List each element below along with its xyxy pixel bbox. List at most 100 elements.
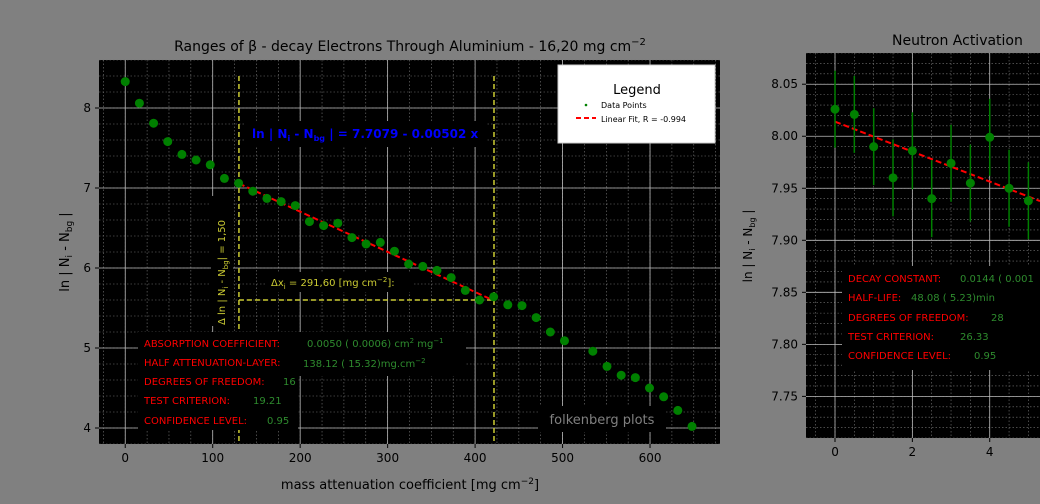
x-tick-label: 400: [464, 451, 487, 465]
data-point: [965, 178, 975, 188]
stat-value-half-layer: 138.12 ( 15.32)mg.cm−2: [303, 357, 426, 370]
data-point: [927, 194, 937, 204]
legend-title: Legend: [613, 83, 661, 98]
right-stat-label-halflife: HALF-LIFE:: [848, 293, 901, 304]
fit-equation-label: ln | Ni - Nbg | = 7.7079 - 0.00502 x: [252, 127, 478, 143]
y-tick-label: 7.75: [771, 389, 798, 403]
right-stat-value-test: 26.33: [960, 332, 989, 343]
right-plot-area: [806, 53, 1040, 438]
right-x-axis: 0 2 4: [831, 438, 994, 459]
y-tick-label: 7.80: [771, 337, 798, 351]
right-chart-title: Neutron Activation: [892, 33, 1023, 49]
data-point: [177, 149, 187, 159]
right-stat-label-decay: DECAY CONSTANT:: [848, 274, 941, 285]
data-point: [234, 178, 244, 188]
data-point: [205, 160, 215, 170]
data-point: [907, 146, 917, 156]
data-point: [219, 173, 229, 183]
data-point: [545, 327, 555, 337]
right-stat-label-test: TEST CRITERION:: [847, 332, 934, 343]
right-stats-bg: [842, 266, 1040, 370]
legend-entry-points: Data Points: [601, 101, 647, 110]
data-point: [673, 405, 683, 415]
watermark-bg: [538, 406, 666, 432]
left-x-axis-label: mass attenuation coefficient [mg cm−2]: [281, 477, 539, 493]
data-point: [588, 346, 598, 356]
data-point: [389, 246, 399, 256]
data-point: [432, 265, 442, 275]
data-point: [191, 155, 201, 165]
data-point: [645, 383, 655, 393]
data-point: [347, 233, 357, 243]
y-tick-label: 7.95: [771, 181, 798, 195]
data-point: [290, 201, 300, 211]
x-tick-label: 200: [289, 451, 312, 465]
data-point: [830, 104, 840, 114]
left-stats-box: ABSORPTION COEFFICIENT: 0.0050 ( 0.0006)…: [138, 332, 466, 430]
y-tick-label: 6: [83, 261, 91, 275]
x-tick-label: 600: [639, 451, 662, 465]
data-point: [888, 173, 898, 183]
data-point: [319, 221, 329, 231]
left-x-axis: 0 100 200 300 400 500 600: [121, 444, 661, 465]
stat-value-absorption: 0.0050 ( 0.0006) cm2 mg−1: [307, 337, 444, 350]
data-point: [630, 373, 640, 383]
data-point: [262, 193, 272, 203]
data-point: [517, 301, 527, 311]
right-stat-value-dof: 28: [991, 313, 1004, 324]
data-point: [687, 421, 697, 431]
data-point: [659, 392, 669, 402]
data-point: [489, 292, 499, 302]
data-point: [460, 285, 470, 295]
right-stat-label-confidence: CONFIDENCE LEVEL:: [848, 351, 951, 362]
data-point: [531, 313, 541, 323]
right-stat-value-decay: 0.0144 ( 0.001: [960, 274, 1034, 285]
data-point: [120, 77, 130, 87]
beta-decay-chart: Ranges of β - decay Electrons Through Al…: [58, 37, 720, 493]
data-point: [946, 158, 956, 168]
data-point: [375, 237, 385, 247]
data-point: [304, 217, 314, 227]
stat-value-test: 19.21: [253, 396, 282, 407]
data-point: [149, 118, 159, 128]
right-stat-value-halflife: 48.08 ( 5.23)min: [911, 293, 995, 304]
delta-x-label-box: [266, 272, 412, 292]
y-tick-label: 5: [83, 341, 91, 355]
stats-value-bg: [298, 332, 466, 376]
y-tick-label: 8.00: [771, 129, 798, 143]
delta-y-label-box: [211, 196, 233, 326]
data-point: [276, 197, 286, 207]
x-tick-label: 4: [986, 445, 994, 459]
data-point: [849, 109, 859, 119]
y-tick-label: 7.85: [771, 285, 798, 299]
data-point: [1023, 196, 1033, 206]
data-point: [503, 300, 513, 310]
stat-value-confidence: 0.95: [267, 416, 289, 427]
data-point: [559, 336, 569, 346]
legend-entry-fit: Linear Fit, R = -0.994: [601, 115, 686, 124]
data-point: [418, 261, 428, 271]
watermark: folkenberg plots: [550, 413, 655, 428]
stat-label-dof: DEGREES OF FREEDOM:: [144, 377, 265, 388]
stat-label-absorption: ABSORPTION COEFFICIENT:: [144, 339, 280, 350]
right-y-axis-label: ln | Ni - Nbg |: [741, 210, 757, 283]
legend-box: [557, 64, 716, 144]
stat-value-dof: 16: [283, 377, 296, 388]
stats-label-bg: [138, 332, 298, 430]
y-tick-label: 7.90: [771, 233, 798, 247]
right-y-axis: 7.75 7.80 7.85 7.90 7.95 8.00 8.05: [771, 77, 806, 403]
data-point: [446, 273, 456, 283]
right-stats-box: DECAY CONSTANT: 0.0144 ( 0.001 HALF-LIFE…: [842, 266, 1040, 370]
data-point: [134, 98, 144, 108]
delta-y-label: Δ ln | Ni - Nbg| = 1,50: [217, 220, 230, 325]
x-tick-label: 2: [909, 445, 917, 459]
left-y-axis: 4 5 6 7 8: [83, 101, 99, 435]
y-tick-label: 8: [83, 101, 91, 115]
data-point: [333, 218, 343, 228]
data-point: [985, 132, 995, 142]
right-stat-value-confidence: 0.95: [974, 351, 996, 362]
legend: Legend Data Points Linear Fit, R = -0.99…: [557, 64, 716, 144]
stat-label-half-layer: HALF ATTENUATION-LAYER:: [144, 358, 280, 369]
left-chart-title: Ranges of β - decay Electrons Through Al…: [174, 37, 646, 55]
